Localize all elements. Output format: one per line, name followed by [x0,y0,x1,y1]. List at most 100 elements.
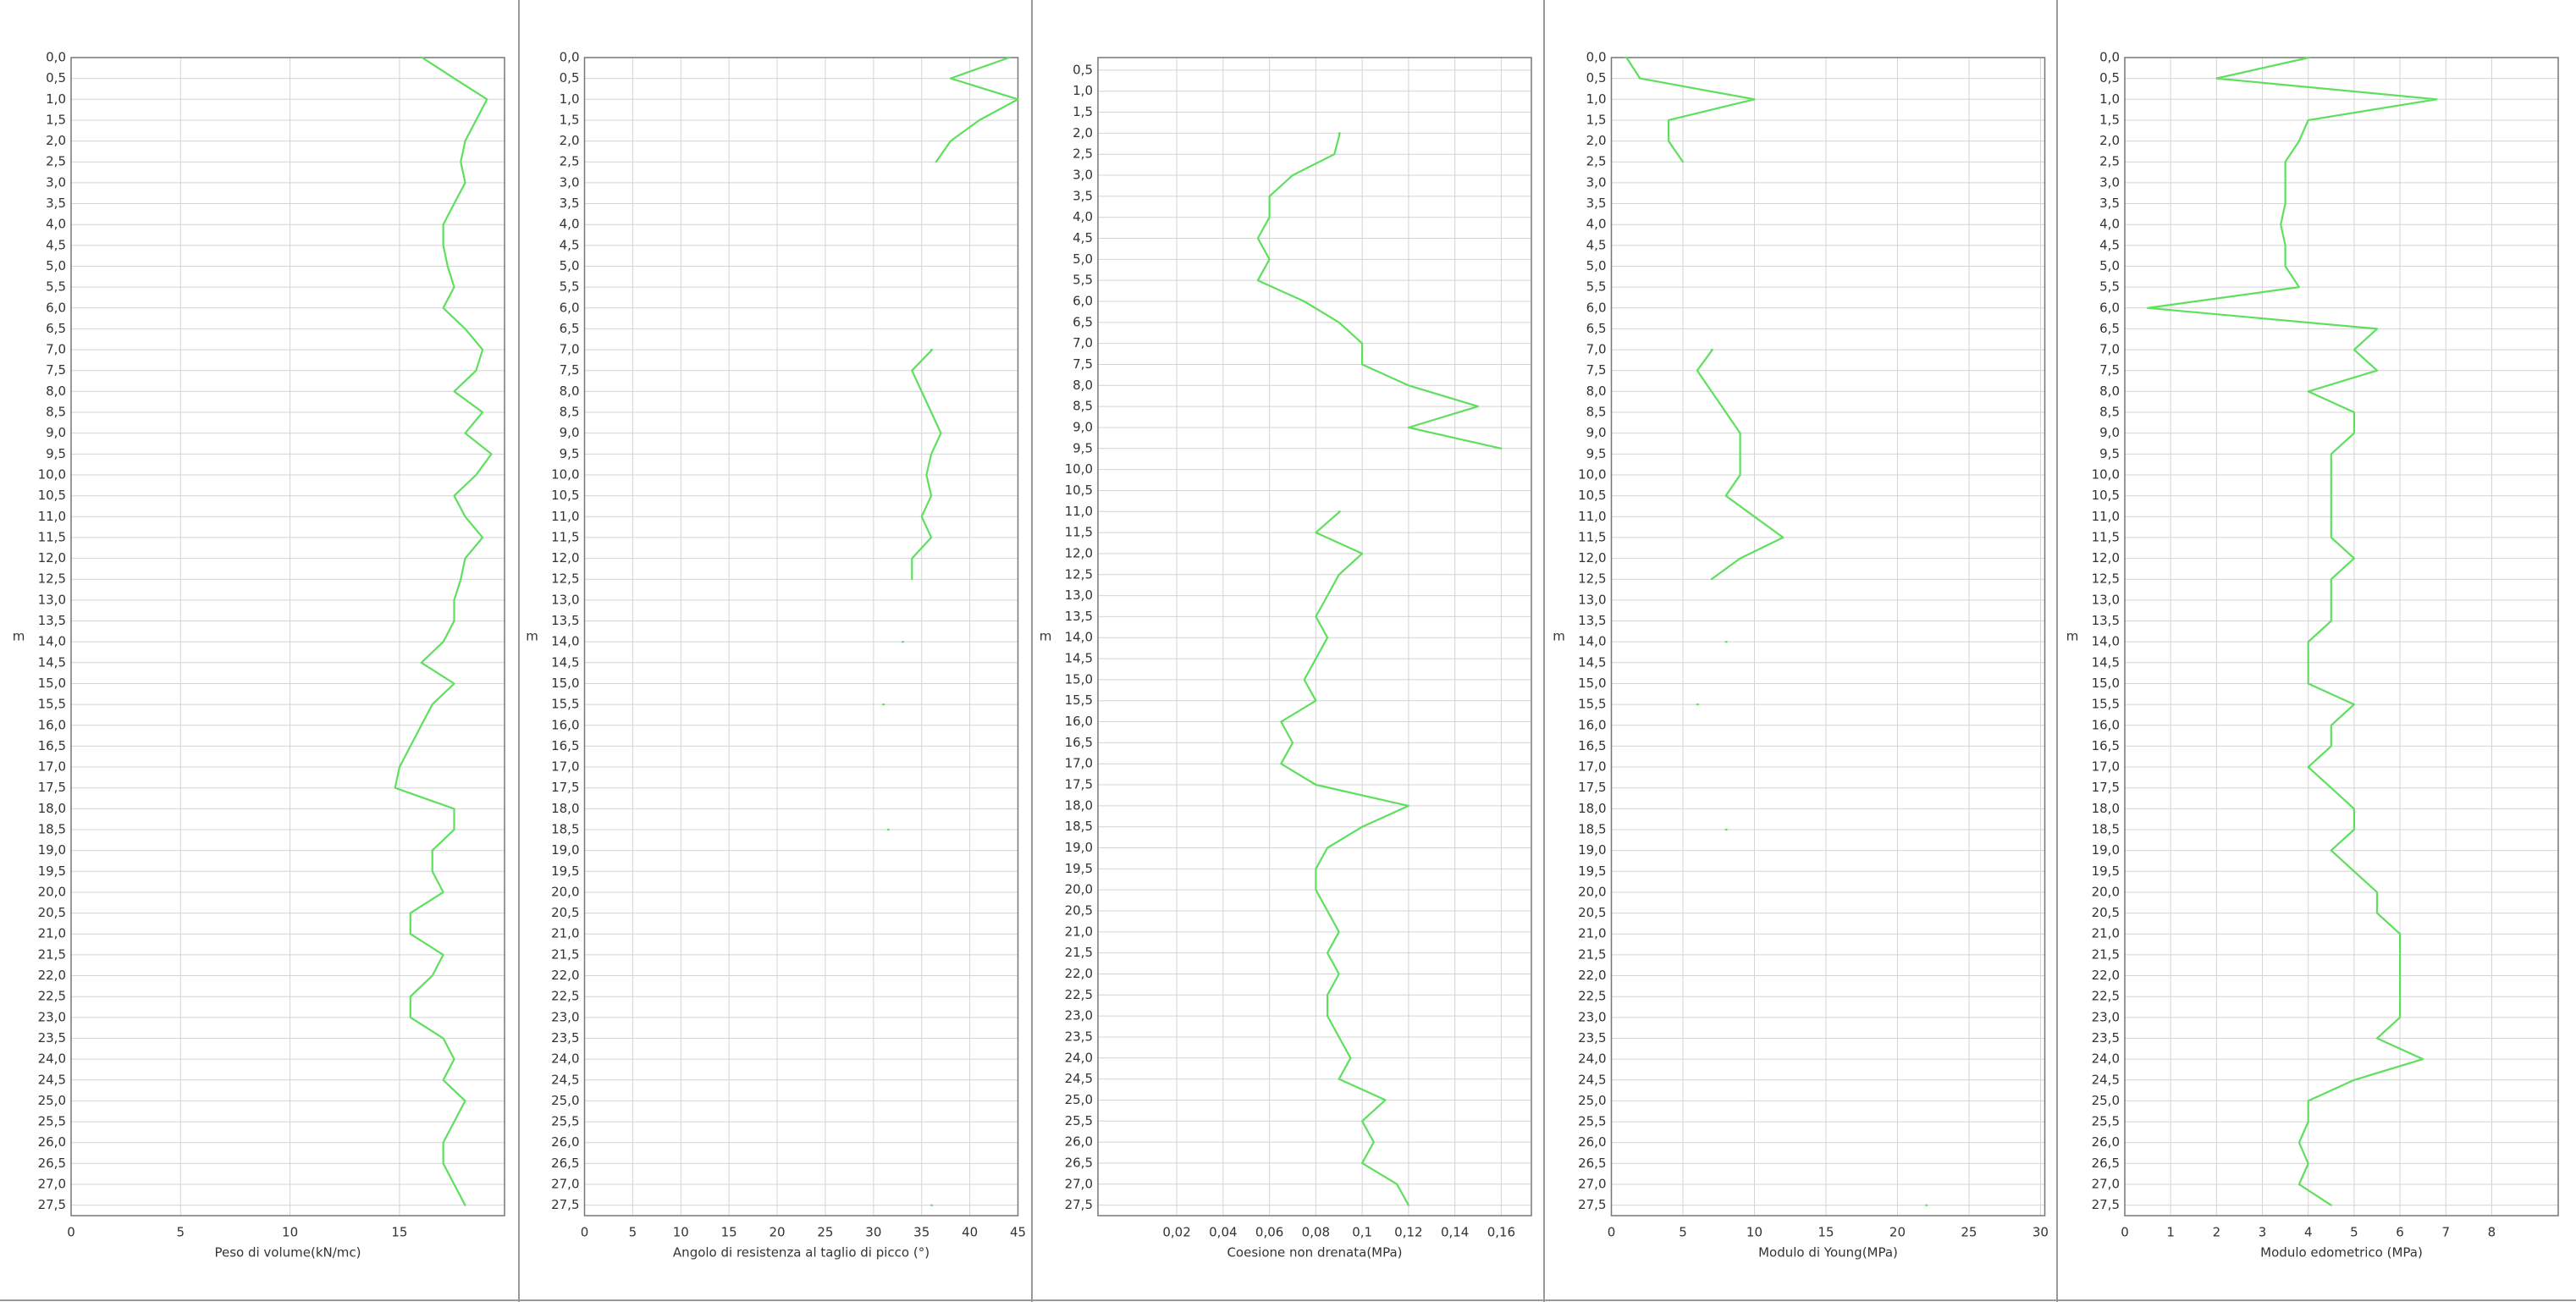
y-tick-label: 27,5 [551,1197,579,1212]
x-tick-label: 4 [2304,1225,2313,1240]
y-axis-label: m [2066,629,2079,644]
y-tick-label: 8,0 [1073,378,1093,393]
depth-profile [394,56,493,1206]
y-tick-label: 22,0 [1578,968,1606,983]
x-tick-label: 6 [2396,1225,2404,1240]
y-tick-label: 7,5 [46,362,66,378]
y-tick-label: 12,0 [2092,550,2120,565]
x-tick-label: 15 [721,1225,737,1240]
x-tick-label: 5 [1679,1225,1687,1240]
y-tick-label: 21,5 [1065,945,1093,960]
y-tick-label: 17,0 [38,759,66,775]
y-tick-label: 20,0 [2092,884,2120,899]
y-tick-label: 22,0 [551,968,579,983]
x-tick-label: 45 [1010,1225,1026,1240]
y-tick-label: 4,5 [1586,237,1607,252]
y-tick-label: 10,0 [2092,466,2120,482]
plot-frame [583,57,1019,1216]
y-tick-label: 9,5 [1586,446,1607,461]
y-tick-label: 10,5 [551,488,579,503]
y-tick-label: 15,5 [2092,697,2120,712]
y-tick-label: 6,5 [1073,314,1093,329]
x-axis-label: Modulo edometrico (MPa) [2260,1245,2423,1261]
y-tick-label: 3,0 [560,174,580,190]
y-tick-label: 16,0 [1065,714,1093,729]
x-tick-label: 8 [2488,1225,2496,1240]
y-tick-label: 15,5 [1578,697,1606,712]
profile-panel: 0,0 0,5 1,0 1,5 2,0 2,5 3,0 3,5 4,0 4,5 5,0 5,5 6,0 6… [526,50,1026,1261]
y-tick-label: 18,0 [38,801,66,816]
y-tick-label: 4,0 [560,217,580,232]
y-tick-label: 26,0 [551,1134,579,1150]
x-tick-label: 25 [817,1225,833,1240]
y-tick-label: 20,5 [38,905,66,920]
y-tick-label: 11,5 [1065,525,1093,540]
plot-frame [70,57,505,1216]
y-tick-label: 23,5 [38,1030,66,1045]
y-tick-label: 4,0 [1586,217,1607,232]
y-tick-label: 26,5 [551,1156,579,1171]
y-tick-label: 13,5 [551,613,579,628]
y-tick-label: 11,5 [1578,529,1606,544]
y-tick-label: 23,5 [551,1030,579,1045]
y-tick-label: 26,0 [1065,1134,1093,1150]
y-tick-label: 15,0 [551,676,579,691]
y-tick-label: 16,5 [38,738,66,753]
y-tick-label: 5,5 [1586,279,1607,295]
y-tick-label: 18,0 [1578,801,1606,816]
y-tick-label: 21,0 [551,926,579,941]
y-tick-label: 18,5 [2092,822,2120,837]
y-tick-label: 17,0 [551,759,579,775]
depth-profile [1624,56,1928,1206]
y-tick-label: 3,0 [2099,174,2120,190]
y-tick-label: 10,0 [1578,466,1606,482]
x-tick-label: 0,12 [1394,1225,1422,1240]
y-tick-label: 8,5 [46,405,66,420]
y-tick-label: 9,0 [2099,425,2120,440]
y-tick-label: 17,5 [1578,780,1606,795]
y-tick-label: 22,0 [1065,966,1093,981]
y-tick-label: 10,5 [2092,488,2120,503]
y-tick-label: 2,5 [2099,154,2120,169]
y-tick-label: 8,0 [560,383,580,399]
y-tick-label: 7,5 [1586,362,1607,378]
y-tick-label: 26,5 [1578,1156,1606,1171]
y-tick-label: 27,0 [1578,1177,1606,1192]
y-tick-label: 24,5 [1065,1071,1093,1086]
x-tick-label: 5 [629,1225,637,1240]
y-tick-label: 19,0 [1578,842,1606,858]
y-tick-label: 4,5 [2099,237,2120,252]
y-tick-label: 0,0 [46,50,66,65]
y-tick-label: 12,5 [1578,571,1606,587]
y-tick-label: 19,0 [38,842,66,858]
x-tick-label: 5 [177,1225,185,1240]
x-tick-label: 5 [2350,1225,2358,1240]
y-tick-label: 6,5 [2099,321,2120,336]
y-tick-label: 11,5 [38,529,66,544]
y-tick-label: 20,0 [1578,884,1606,899]
y-tick-label: 10,5 [38,488,66,503]
y-tick-label: 14,5 [551,654,579,670]
y-tick-label: 18,5 [38,822,66,837]
y-tick-label: 4,0 [46,217,66,232]
y-tick-label: 22,5 [551,989,579,1004]
y-tick-label: 2,5 [1073,146,1093,162]
y-tick-label: 18,5 [1065,819,1093,834]
y-tick-label: 5,0 [2099,258,2120,273]
y-tick-label: 0,0 [560,50,580,65]
y-tick-label: 13,0 [2092,592,2120,607]
y-tick-label: 18,0 [1065,797,1093,813]
y-tick-label: 5,5 [560,279,580,295]
y-tick-label: 5,5 [2099,279,2120,295]
y-tick-label: 21,5 [38,946,66,962]
y-tick-label: 0,0 [1586,50,1607,65]
y-tick-label: 27,5 [2092,1197,2120,1212]
y-tick-label: 24,0 [2092,1051,2120,1067]
y-tick-label: 25,0 [1065,1092,1093,1107]
y-tick-label: 27,5 [38,1197,66,1212]
y-tick-label: 14,5 [1578,654,1606,670]
y-axis-label: m [1040,629,1052,644]
y-tick-label: 20,5 [551,905,579,920]
x-axis-label: Peso di volume(kN/mc) [214,1245,361,1261]
